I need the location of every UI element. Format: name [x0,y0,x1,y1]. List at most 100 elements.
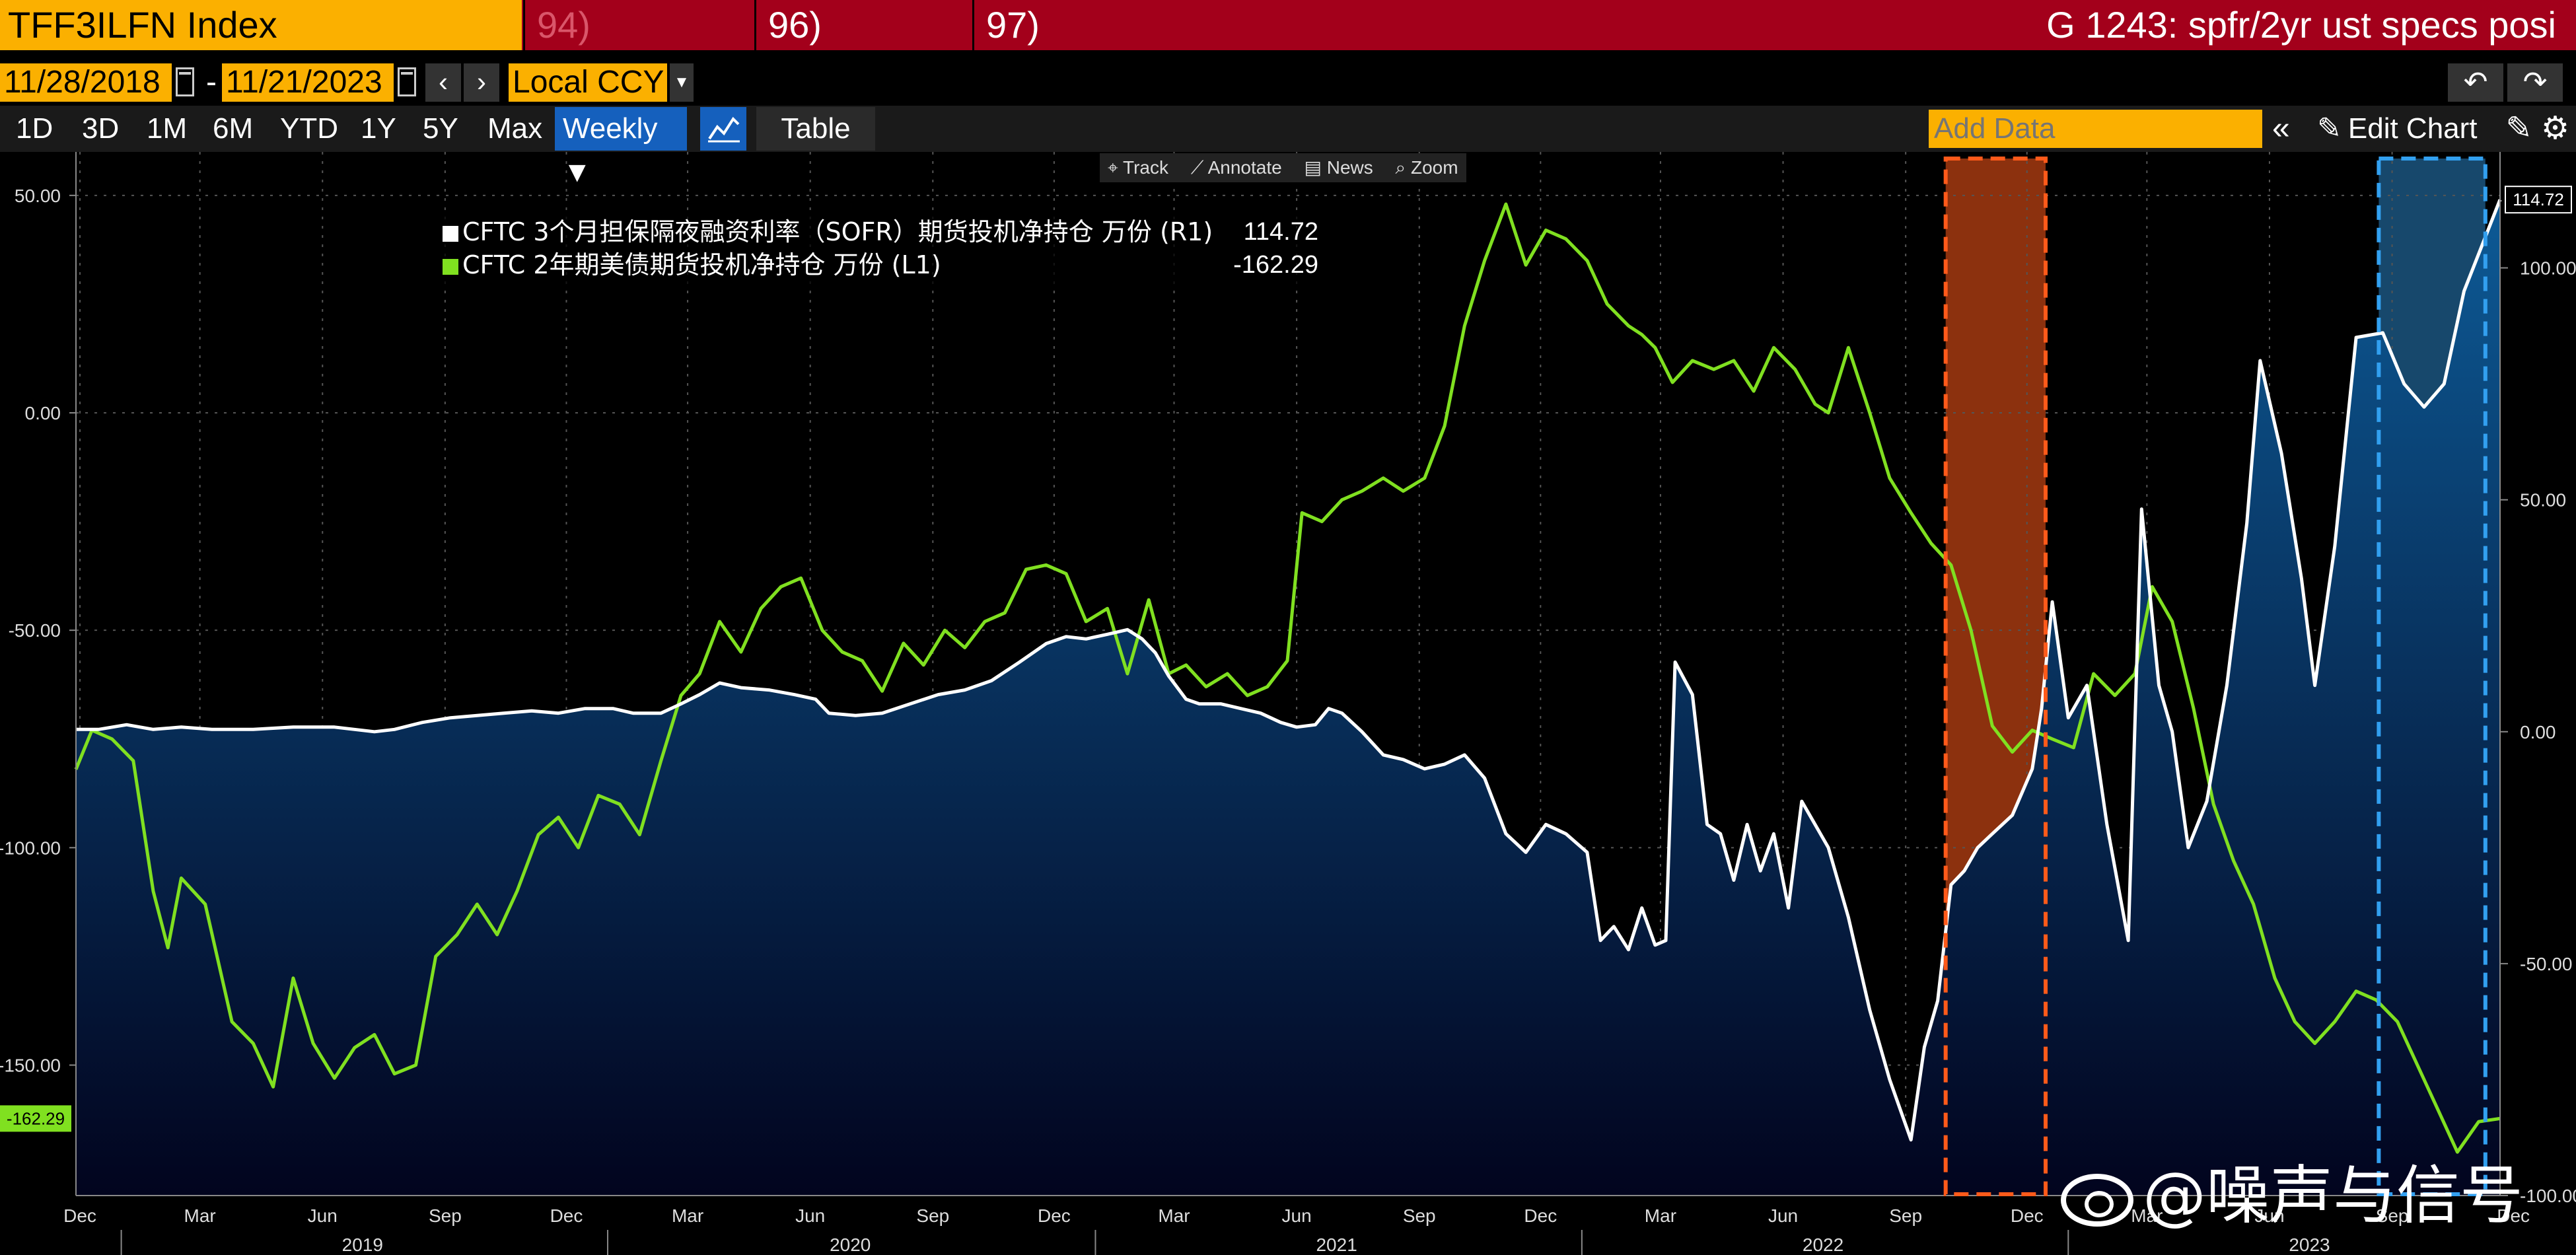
caret-down-icon[interactable]: ▼ [670,63,694,102]
x-axis-year-label: 2022 [1803,1235,1843,1255]
watermark: @噪声与信号 [2061,1156,2523,1235]
legend-entry-sofr[interactable]: CFTC 3个月担保隔夜融资利率（SOFR）期货投机净持仓 万份 (R1) [443,215,1213,248]
x-axis-month-label: Jun [308,1205,338,1226]
end-date-field[interactable]: 11/21/2023 [222,63,394,102]
x-axis-month-label: Mar [1645,1205,1676,1226]
line-chart-icon[interactable] [700,107,746,151]
legend-label: CFTC 3个月担保隔夜融资利率（SOFR）期货投机净持仓 万份 (R1) [462,217,1213,246]
x-axis-month-label: Sep [429,1205,462,1226]
calendar-icon[interactable] [398,67,416,96]
x-axis-month-label: Mar [1158,1205,1190,1226]
add-data-input[interactable] [1929,110,2262,148]
legend-swatch [443,259,458,275]
period-5y[interactable]: 5Y [423,112,458,145]
x-axis-month-label: Mar [184,1205,216,1226]
sofr-area-fill [76,199,2500,1196]
period-ytd[interactable]: YTD [280,112,338,145]
redo-button[interactable]: ↷ [2507,63,2563,102]
last-value-label-sofr: 114.72 [2513,190,2564,209]
x-axis-month-label: Sep [2376,1205,2409,1226]
gear-icon[interactable]: ✎ ⚙ [2505,111,2569,146]
x-axis-month-label: Jun [795,1205,825,1226]
left-axis-tick-label: -50.00 [9,620,61,641]
x-axis-month-label: Dec [2497,1205,2530,1226]
x-axis-month-label: Jun [2254,1205,2284,1226]
discover-menu[interactable]: 94) Discover▼ [523,0,754,96]
table-button[interactable]: Table [756,107,875,151]
page-title: G 1243: spfr/2yr ust specs posi [2046,4,2556,46]
date-range-bar: 11/28/2018 - 11/21/2023 ‹ › Local CCY ▼ … [0,61,2576,104]
right-axis-tick-label: -100.00 [2520,1186,2576,1206]
left-axis-tick-label: 0.00 [25,403,61,423]
x-axis-year-label: 2021 [1316,1235,1357,1255]
news-tool[interactable]: ▤ News [1304,157,1373,178]
title-bar: TFF3ILFN Index 94) Discover▼ 96) Actions… [0,0,2576,96]
watermark-text: @噪声与信号 [2143,1159,2523,1233]
series-line-ust2y [74,202,2501,1154]
x-axis-month-label: Mar [2131,1205,2163,1226]
legend-swatch [443,226,458,242]
x-axis-month-label: Dec [550,1205,583,1226]
x-axis-month-label: Dec [63,1205,96,1226]
x-axis-month-label: Dec [2011,1205,2044,1226]
period-1y[interactable]: 1Y [361,112,396,145]
date-separator: - [206,65,217,100]
legend-entry-ust2y[interactable]: CFTC 2年期美债期货投机净持仓 万份 (L1) [443,248,941,281]
right-axis-tick-label: 0.00 [2520,722,2556,742]
start-date-field[interactable]: 11/28/2018 [0,63,172,102]
last-value-tag-sofr [2505,186,2572,214]
right-axis-tick-label: 50.00 [2520,490,2566,511]
ticker-field[interactable]: TFF3ILFN Index [0,0,522,50]
chart-toolbar: 1D 3D 1M 6M YTD 1Y 5Y Max Weekly ▼ Table… [0,106,2576,188]
right-axis-tick-label: -50.00 [2520,954,2572,974]
actions-menu[interactable]: 96) Actions▼ [754,0,972,96]
edit-menu[interactable]: 97) Edit▼ [972,0,1127,96]
left-axis-tick-label: 50.00 [15,186,61,206]
x-axis-year-label: 2019 [342,1235,383,1255]
zoom-tool[interactable]: ⌕ Zoom [1395,157,1458,178]
chart-area[interactable]: 50.00 0.00 -50.00 -100.00 -150.00 100.00 50.00… [0,152,2576,1255]
right-axis-tick-label: 100.00 [2520,258,2576,279]
x-axis-month-label: Jun [1282,1205,1312,1226]
edit-chart-label: Edit Chart [2347,112,2478,145]
x-axis-year-label: 2023 [2289,1235,2330,1255]
chart-canvas[interactable]: 50.00 0.00 -50.00 -100.00 -150.00 100.00 50.00… [0,152,2576,1255]
annotate-tool[interactable]: ⟋ Annotate [1190,157,1282,178]
period-1d[interactable]: 1D [16,112,54,145]
series-line-sofr [76,199,2502,1142]
currency-select[interactable]: Local CCY [509,63,667,102]
last-value-label-ust2y: -162.29 [7,1108,65,1128]
highlight-border-orange [1943,157,2048,1196]
period-6m[interactable]: 6M [213,112,254,145]
x-axis-month-label: Sep [1889,1205,1922,1226]
chart-mini-toolbar: ⌖ Track ⟋ Annotate ▤ News ⌕ Zoom [1100,153,1466,182]
left-axis-tick-label: -100.00 [0,838,61,858]
last-value-tag-ust2y [0,1105,71,1132]
period-3d[interactable]: 3D [82,112,120,145]
undo-button[interactable]: ↶ [2448,63,2503,102]
chart-legend: CFTC 3个月担保隔夜融资利率（SOFR）期货投机净持仓 万份 (R1) 11… [436,214,1328,284]
highlight-border-blue [2377,157,2487,1196]
legend-label: CFTC 2年期美债期货投机净持仓 万份 (L1) [462,250,941,279]
legend-value: 114.72 [1243,218,1318,246]
x-axis-month-label: Dec [1038,1205,1071,1226]
pencil-icon: ✎ [2317,112,2342,145]
x-axis-month-label: Jun [1768,1205,1798,1226]
x-axis-month-label: Sep [916,1205,949,1226]
x-axis-year-label: 2020 [830,1235,871,1255]
frequency-select[interactable]: Weekly ▼ [555,107,687,188]
left-axis-tick-label: -150.00 [0,1056,61,1076]
period-max[interactable]: Max [487,112,543,145]
x-axis-month-label: Sep [1403,1205,1436,1226]
next-period-button[interactable]: › [464,63,499,102]
x-axis-month-label: Mar [672,1205,703,1226]
collapse-icon[interactable]: « [2272,111,2290,146]
x-axis-month-label: Dec [1524,1205,1557,1226]
edit-chart-button[interactable]: ✎ Edit Chart [2317,106,2478,152]
period-1m[interactable]: 1M [147,112,188,145]
track-tool[interactable]: ⌖ Track [1108,157,1168,178]
legend-value: -162.29 [1233,251,1318,279]
weibo-icon [2061,1173,2133,1227]
prev-period-button[interactable]: ‹ [425,63,461,102]
calendar-icon[interactable] [176,67,194,96]
